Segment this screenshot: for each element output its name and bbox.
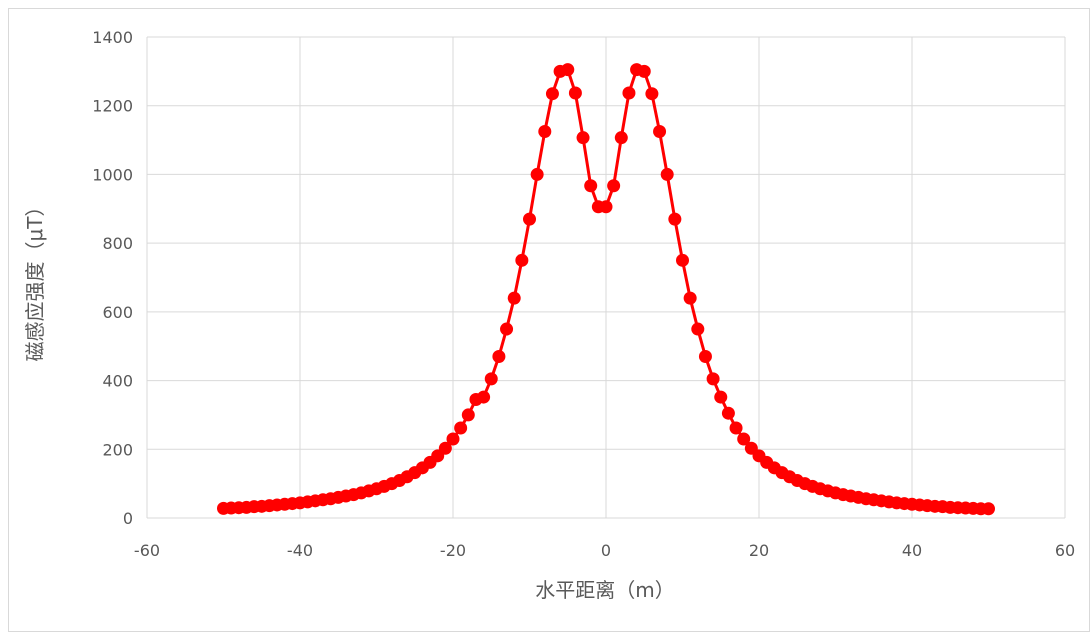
y-tick-label: 800 <box>102 234 133 253</box>
x-tick-label: 0 <box>601 541 611 560</box>
y-tick-label: 0 <box>123 509 133 528</box>
x-tick-label: 60 <box>1055 541 1075 560</box>
data-point <box>461 408 475 422</box>
data-point <box>706 372 720 386</box>
series-points <box>217 63 995 516</box>
data-point <box>676 253 689 267</box>
x-tick-labels: -60 -40 -20 0 20 40 60 <box>134 541 1075 560</box>
data-point <box>607 179 621 193</box>
data-point <box>698 350 712 364</box>
x-tick-label: 20 <box>749 541 769 560</box>
data-point <box>545 87 559 101</box>
data-point <box>454 421 468 435</box>
y-tick-labels: 0 200 400 600 800 1000 1200 1400 <box>92 28 133 528</box>
data-point <box>660 167 674 181</box>
data-point <box>523 212 536 226</box>
data-point <box>729 421 743 435</box>
y-tick-label: 600 <box>102 303 133 322</box>
data-point <box>982 502 995 516</box>
data-point <box>721 406 735 420</box>
data-point <box>576 131 590 145</box>
data-point <box>515 253 529 267</box>
data-point <box>714 390 728 404</box>
data-point <box>438 441 452 455</box>
data-point <box>561 63 575 77</box>
data-point <box>683 291 697 305</box>
data-point <box>538 124 552 138</box>
data-point <box>599 200 613 214</box>
data-point <box>645 87 659 101</box>
y-axis-title: 磁感应强度（μT） <box>23 197 47 362</box>
data-point <box>484 372 498 386</box>
data-point <box>737 432 751 446</box>
data-point <box>446 432 460 446</box>
data-point <box>614 131 628 145</box>
data-point <box>584 179 598 193</box>
data-point <box>637 64 651 78</box>
gridlines <box>146 36 1066 519</box>
y-tick-label: 1200 <box>92 97 133 116</box>
x-tick-label: -60 <box>134 541 160 560</box>
x-tick-label: 40 <box>902 541 922 560</box>
data-point <box>492 350 506 364</box>
data-point <box>622 86 636 100</box>
data-point <box>500 322 514 336</box>
x-tick-label: -20 <box>440 541 466 560</box>
y-tick-label: 400 <box>102 372 133 391</box>
data-point <box>507 291 521 305</box>
data-point <box>668 212 682 226</box>
data-point <box>477 390 491 404</box>
y-tick-label: 1400 <box>92 28 133 47</box>
data-point <box>691 322 705 336</box>
data-point <box>568 86 582 100</box>
x-axis-title: 水平距离（m） <box>535 578 674 602</box>
data-point <box>530 167 544 181</box>
data-point <box>653 124 667 138</box>
y-tick-label: 200 <box>102 440 133 459</box>
y-tick-label: 1000 <box>92 165 133 184</box>
x-tick-label: -40 <box>287 541 313 560</box>
